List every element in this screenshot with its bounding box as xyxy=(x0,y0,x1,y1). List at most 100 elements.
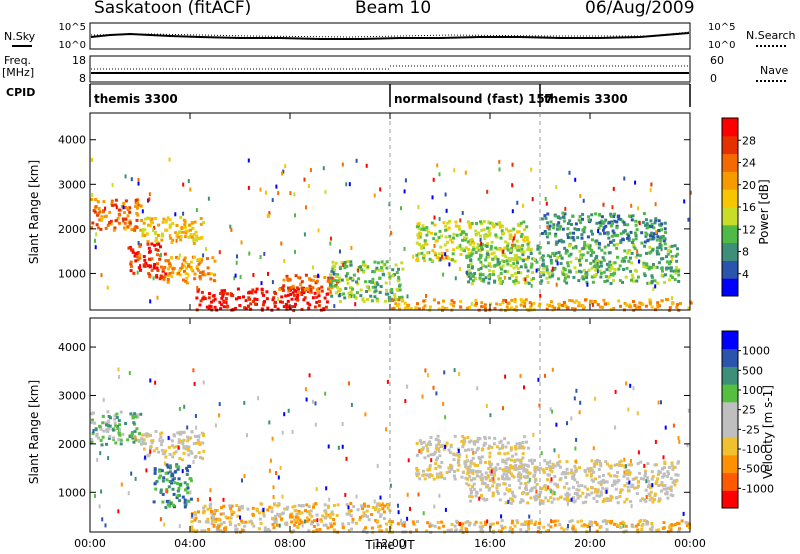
colorbar-swatch xyxy=(722,260,738,279)
y-tick-label: 3000 xyxy=(58,178,86,191)
nsky-legend-line xyxy=(12,45,32,47)
velocity-colorbar-label: Velocity [m s-1] xyxy=(761,385,775,479)
nave-label: Nave xyxy=(760,64,789,77)
echo-region xyxy=(465,458,680,505)
power-panel: 1000 2000 3000 4000 xyxy=(58,112,693,313)
y-tick-label: 4000 xyxy=(58,341,86,354)
echo-region xyxy=(152,463,193,509)
y-tick-label: 1000 xyxy=(58,486,86,499)
echo-region xyxy=(415,220,531,263)
velocity-ylabel: Slant Range [km] xyxy=(27,380,41,484)
noise-axis-bottom: 10^0 xyxy=(59,40,86,51)
colorbar-swatch xyxy=(722,224,738,244)
colorbar-tick-label: 25 xyxy=(742,404,756,417)
y-tick-label: 2000 xyxy=(58,438,86,451)
beam-title: Beam 10 xyxy=(355,0,432,18)
echo-region xyxy=(127,242,168,281)
nave-legend-line xyxy=(756,80,786,82)
station-title: Saskatoon (fitACF) xyxy=(94,0,252,18)
x-tick-label: 16:00 xyxy=(474,537,506,550)
echo-region xyxy=(140,430,206,462)
colorbar-tick-label: 16 xyxy=(742,201,756,214)
cpid-segment-label: normalsound (fast) 157 xyxy=(394,92,553,106)
cpid-label: CPID xyxy=(6,86,36,99)
colorbar-tick-label: -500 xyxy=(742,463,767,476)
cpid-segment-label: themis 3300 xyxy=(94,92,178,106)
colorbar-tick-label: -100 xyxy=(742,443,767,456)
colorbar-swatch xyxy=(722,331,738,350)
colorbar-swatch xyxy=(722,242,738,261)
x-tick-label: 12:00 xyxy=(374,537,406,550)
y-tick-label: 1000 xyxy=(58,267,86,280)
colorbar-swatch xyxy=(722,366,738,385)
y-tick-label: 4000 xyxy=(58,134,86,147)
scattered-echoes xyxy=(90,157,692,309)
x-tick-label: 04:00 xyxy=(174,537,206,550)
echo-region xyxy=(465,242,681,286)
velocity-panel: 1000 2000 3000 4000 00:00 04:00 08:00 12:00 16:0… xyxy=(58,317,706,550)
freq-label: Freq. xyxy=(4,54,32,67)
power-ylabel: Slant Range [km] xyxy=(27,160,41,264)
freq-axis-right-top: 60 xyxy=(710,54,724,67)
colorbar-tick-label: 12 xyxy=(742,223,756,236)
nsearch-legend-line xyxy=(756,45,786,47)
nsky-label: N.Sky xyxy=(4,30,36,43)
colorbar-swatch xyxy=(722,472,738,491)
power-colorbar: 28 24 20 16 12 8 4 xyxy=(721,117,756,297)
colorbar-swatch xyxy=(722,454,738,474)
x-tick-label: 08:00 xyxy=(274,537,306,550)
colorbar-tick-label: -1000 xyxy=(742,482,774,495)
echo-region xyxy=(90,410,143,447)
power-colorbar-label: Power [dB] xyxy=(757,179,771,244)
colorbar-tick-label: 1000 xyxy=(742,345,770,358)
echo-region xyxy=(329,260,405,303)
echo-region xyxy=(90,197,143,232)
echo-region xyxy=(140,215,206,245)
y-tick-label: 3000 xyxy=(58,389,86,402)
x-tick-label: 20:00 xyxy=(574,537,606,550)
y-tick-label: 2000 xyxy=(58,223,86,236)
colorbar-tick-label: 8 xyxy=(742,246,749,259)
nsearch-trace xyxy=(90,31,690,38)
time-axis-label: Time UT xyxy=(364,538,415,552)
colorbar-tick-label: 28 xyxy=(742,134,756,147)
colorbar-swatch xyxy=(722,171,738,190)
noise-axis-right-bottom: 10^0 xyxy=(708,40,735,51)
colorbar-swatch xyxy=(722,384,738,403)
colorbar-swatch xyxy=(722,153,738,172)
freq-unit-label: [MHz] xyxy=(2,66,35,79)
x-tick-label: 00:00 xyxy=(74,537,106,550)
echo-region xyxy=(540,211,668,245)
colorbar-swatch xyxy=(722,437,738,456)
cpid-panel: themis 3300 normalsound (fast) 157themis … xyxy=(89,83,691,107)
colorbar-tick-label: 500 xyxy=(742,364,763,377)
colorbar-tick-label: 100 xyxy=(742,384,763,397)
colorbar-swatch xyxy=(722,189,738,208)
scattered-echoes xyxy=(92,367,690,529)
noise-axis-top: 10^5 xyxy=(59,22,86,33)
colorbar-swatch xyxy=(722,118,738,137)
colorbar-swatch xyxy=(722,401,738,420)
colorbar-swatch xyxy=(722,348,738,367)
freq-axis-left-top: 18 xyxy=(72,54,86,67)
nsearch-label: N.Search xyxy=(746,29,796,42)
colorbar-swatch xyxy=(722,207,738,226)
freq-axis-left-bottom: 8 xyxy=(79,72,86,85)
cpid-segment-label: themis 3300 xyxy=(544,92,628,106)
echo-region xyxy=(190,502,393,534)
nsky-trace xyxy=(90,32,690,40)
colorbar-tick-label: -25 xyxy=(742,423,760,436)
noise-axis-right-top: 10^5 xyxy=(708,22,735,33)
velocity-colorbar: 1000 500 100 25 -25 -100 -500 -1000 xyxy=(721,330,774,509)
colorbar-swatch xyxy=(722,135,738,155)
x-tick-label: 00:00 xyxy=(674,537,706,550)
colorbar-tick-label: 4 xyxy=(742,268,749,281)
echo-region xyxy=(166,255,217,285)
colorbar-tick-label: 20 xyxy=(742,179,756,192)
colorbar-tick-label: 24 xyxy=(742,157,756,170)
date-title: 06/Aug/2009 xyxy=(585,0,695,18)
freq-panel: 18 8 60 0 xyxy=(72,54,724,85)
freq-axis-right-bottom: 0 xyxy=(710,72,717,85)
colorbar-swatch xyxy=(722,278,738,297)
